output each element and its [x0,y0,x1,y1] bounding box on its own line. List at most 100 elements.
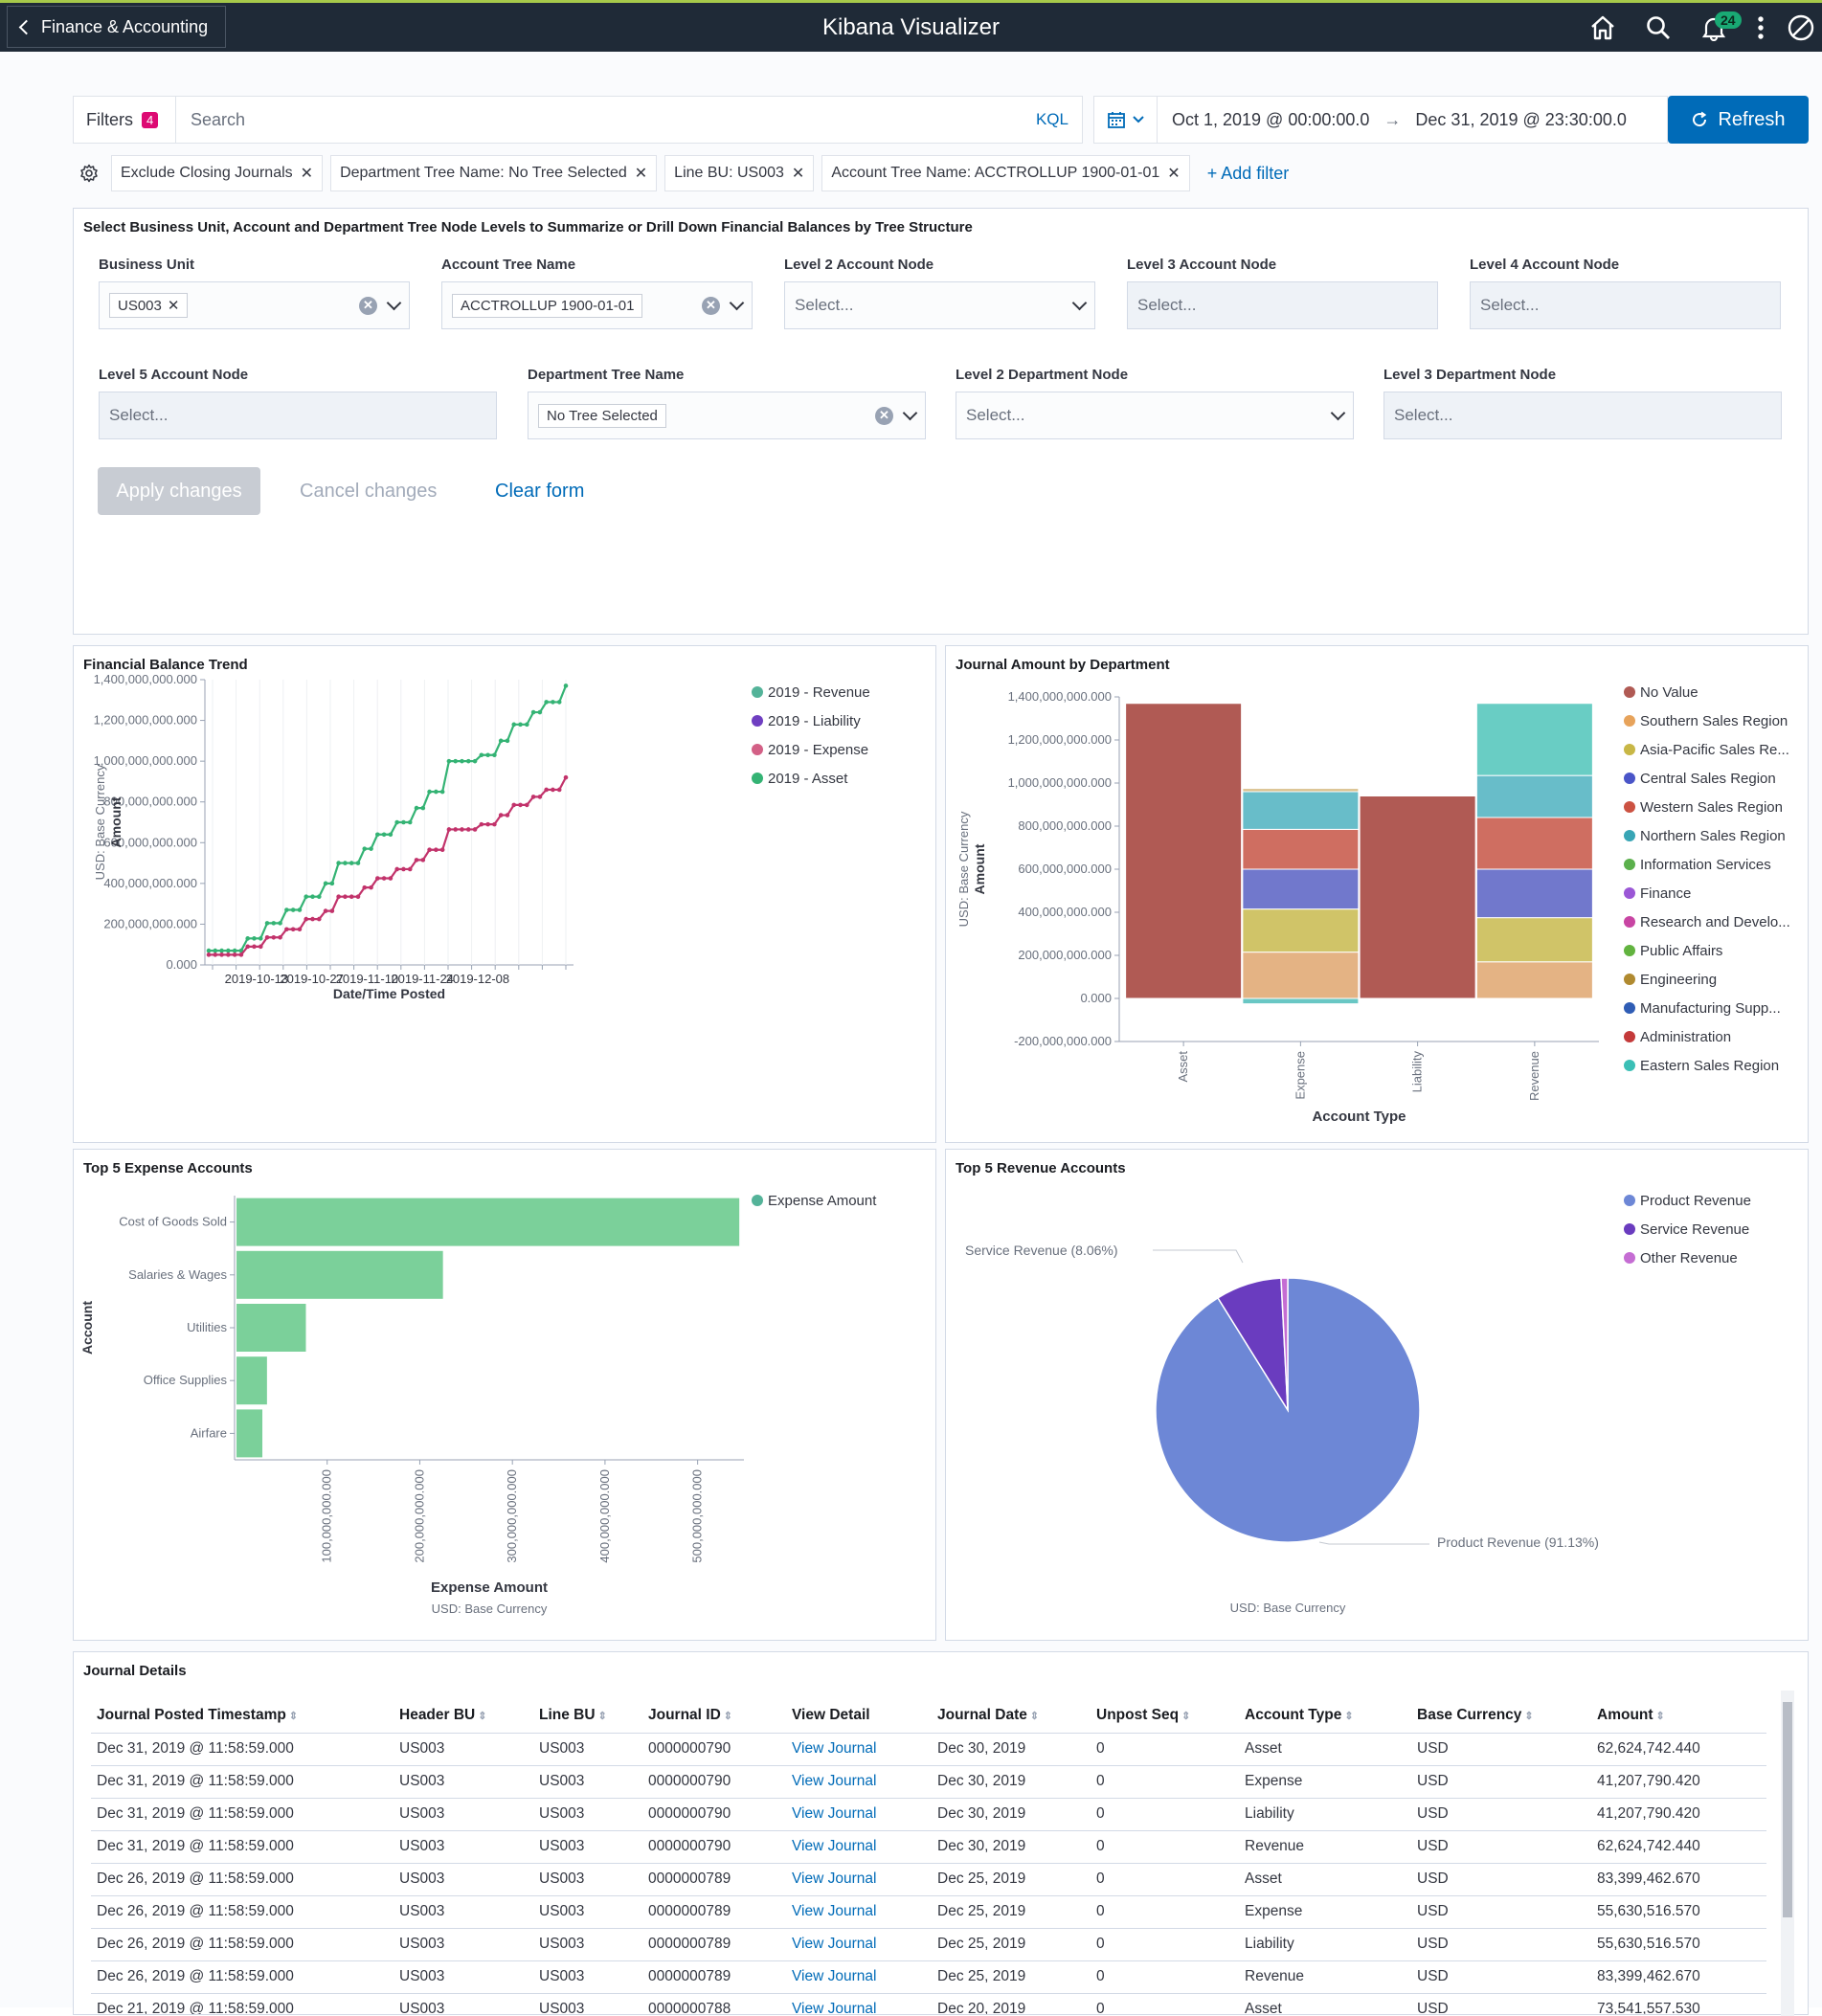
data-point[interactable] [232,952,237,957]
legend-item[interactable]: Public Affairs [1640,943,1722,959]
bar[interactable] [236,1304,306,1352]
data-point[interactable] [278,934,282,940]
filter-pill[interactable]: Line BU: US003 ✕ [664,155,815,191]
data-point[interactable] [355,861,361,865]
legend-item[interactable]: Northern Sales Region [1640,828,1786,844]
search-input[interactable] [176,109,1023,130]
data-point[interactable] [485,821,490,827]
sort-icon[interactable]: ⇕ [1344,1710,1354,1722]
chevron-down-icon[interactable] [1071,295,1088,310]
column-header[interactable]: View Detail [786,1698,932,1734]
date-end[interactable]: Dec 31, 2019 @ 23:30:00.0 [1415,109,1627,129]
data-point[interactable] [401,819,406,825]
view-journal-link[interactable]: View Journal [792,1740,877,1757]
view-journal-link[interactable]: View Journal [792,1870,877,1887]
sort-icon[interactable]: ⇕ [1029,1710,1040,1722]
legend-item[interactable]: 2019 - Asset [768,771,848,787]
data-point[interactable] [544,787,549,793]
data-point[interactable] [498,813,504,818]
data-point[interactable] [271,921,277,926]
data-point[interactable] [264,934,270,940]
apply-changes-button[interactable]: Apply changes [98,467,260,515]
data-point[interactable] [336,861,341,865]
data-point[interactable] [505,813,510,818]
data-point[interactable] [511,802,517,808]
data-point[interactable] [556,787,562,793]
column-header[interactable]: Base Currency ⇕ [1411,1698,1591,1734]
data-point[interactable] [511,722,517,728]
data-point[interactable] [297,907,303,912]
data-point[interactable] [427,847,432,853]
data-point[interactable] [556,700,562,705]
bar[interactable] [236,1198,740,1246]
legend-item[interactable]: Manufacturing Supp... [1640,1000,1781,1017]
back-button[interactable]: Finance & Accounting [7,6,227,48]
data-point[interactable] [297,927,303,932]
data-point[interactable] [329,908,335,913]
clear-icon[interactable]: ✕ [359,296,377,315]
data-point[interactable] [525,722,529,728]
data-point[interactable] [381,832,387,838]
data-point[interactable] [472,758,478,764]
account-tree-select[interactable]: ACCTROLLUP 1900-01-01 ✕ [441,281,753,329]
data-point[interactable] [544,700,549,705]
data-point[interactable] [375,832,380,838]
column-header[interactable]: Journal ID ⇕ [642,1698,786,1734]
data-point[interactable] [563,683,569,688]
filter-pill[interactable]: Exclude Closing Journals ✕ [111,155,324,191]
scrollbar[interactable] [1781,1691,1794,2016]
data-point[interactable] [290,927,296,932]
data-point[interactable] [427,789,432,795]
data-point[interactable] [439,789,445,795]
view-journal-link[interactable]: View Journal [792,1968,877,1984]
data-point[interactable] [226,948,231,953]
level2-account-select[interactable]: Select... [784,281,1095,329]
view-journal-link[interactable]: View Journal [792,1903,877,1919]
bar-segment[interactable] [1242,997,1360,1005]
sort-icon[interactable]: ⇕ [597,1710,607,1722]
column-header[interactable]: Journal Posted Timestamp ⇕ [91,1698,394,1734]
data-point[interactable] [284,927,289,932]
data-point[interactable] [226,952,231,957]
data-point[interactable] [472,827,478,832]
data-point[interactable] [518,802,523,808]
data-point[interactable] [264,921,270,926]
data-point[interactable] [316,894,322,899]
data-point[interactable] [349,894,354,899]
data-point[interactable] [453,827,459,832]
bar[interactable] [236,1250,443,1299]
column-header[interactable]: Line BU ⇕ [533,1698,642,1734]
date-start[interactable]: Oct 1, 2019 @ 00:00:00.0 [1172,109,1370,129]
data-point[interactable] [401,866,406,872]
bar-segment[interactable] [1475,917,1593,963]
legend-item[interactable]: Finance [1640,885,1691,902]
data-point[interactable] [284,907,289,912]
legend-item[interactable]: Administration [1640,1029,1731,1045]
legend-item[interactable]: Information Services [1640,857,1771,873]
data-point[interactable] [323,908,328,913]
notifications-button[interactable]: 24 [1686,3,1742,52]
bar-segment[interactable] [1475,868,1593,919]
data-point[interactable] [460,758,464,764]
data-point[interactable] [304,916,309,922]
data-point[interactable] [537,709,543,715]
pie-slice[interactable] [1280,1277,1289,1411]
data-point[interactable] [362,885,368,890]
data-point[interactable] [498,738,504,744]
column-header[interactable]: Header BU ⇕ [394,1698,533,1734]
view-journal-link[interactable]: View Journal [792,1805,877,1822]
data-point[interactable] [362,846,368,851]
data-point[interactable] [492,752,497,758]
data-point[interactable] [420,805,426,811]
bar-segment[interactable] [1475,774,1593,818]
close-icon[interactable]: ✕ [1167,166,1181,182]
filter-settings-button[interactable] [75,155,103,191]
data-point[interactable] [414,805,419,811]
legend-item[interactable]: Engineering [1640,972,1717,988]
legend-item[interactable]: Central Sales Region [1640,771,1776,787]
data-point[interactable] [252,936,257,941]
data-point[interactable] [563,774,569,780]
data-point[interactable] [343,861,348,865]
bar-segment[interactable] [1125,703,1243,999]
data-point[interactable] [518,722,523,728]
